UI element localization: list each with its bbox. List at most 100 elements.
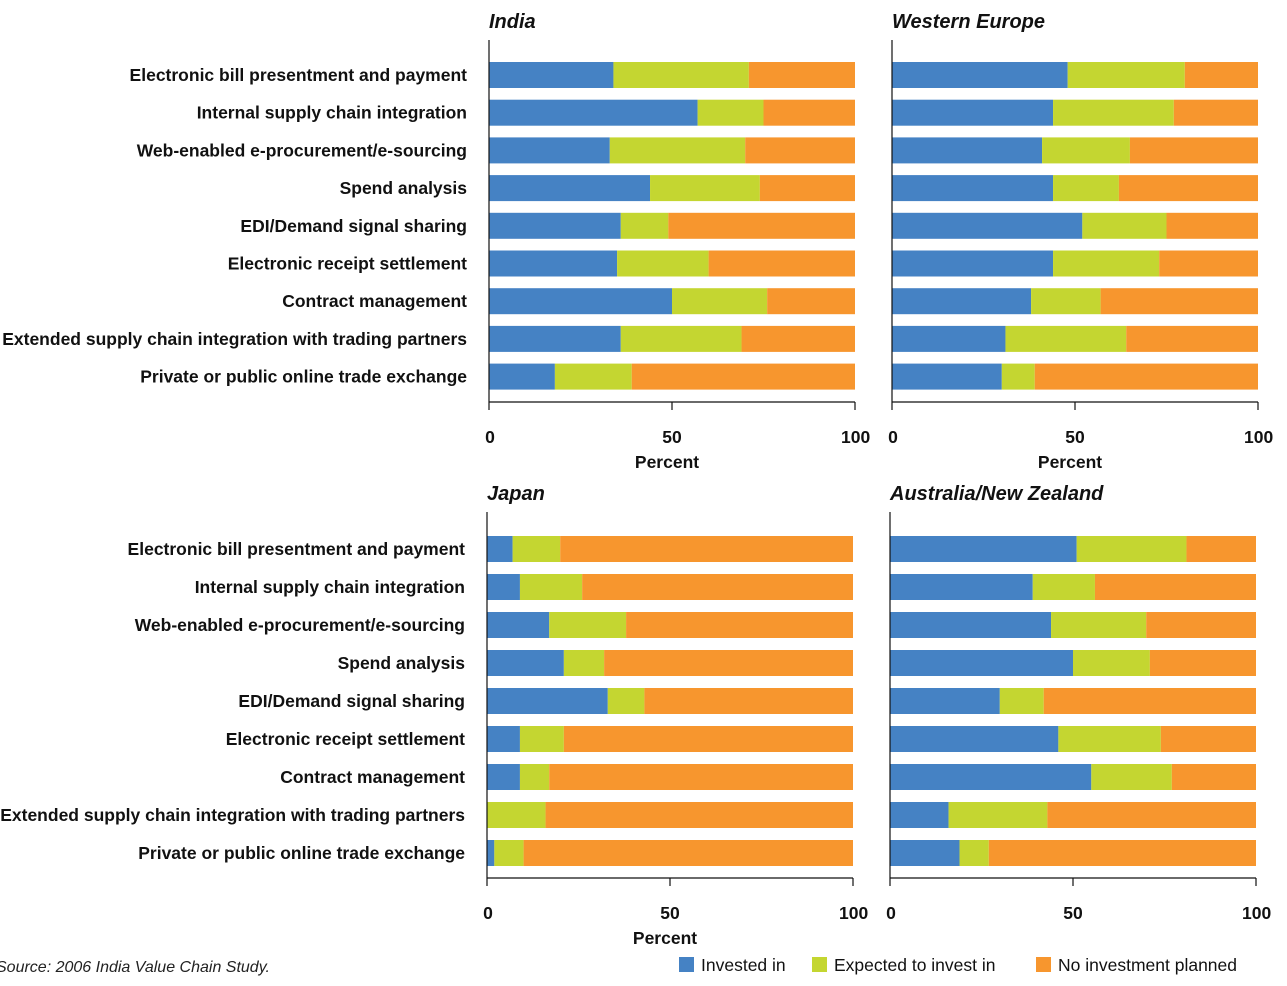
x-tick-label: 0 <box>888 427 898 447</box>
bar-expected <box>1032 574 1095 600</box>
bar-expected <box>519 726 564 752</box>
bar-invested <box>489 137 610 164</box>
bar-none <box>604 650 853 676</box>
bar-invested <box>487 574 520 600</box>
bar-expected <box>609 137 746 164</box>
bar-invested <box>489 99 698 126</box>
category-label: Web-enabled e-procurement/e-sourcing <box>135 615 465 635</box>
bar-expected <box>1073 650 1150 676</box>
bar-none <box>1173 99 1258 126</box>
bar-none <box>582 574 853 600</box>
bar-expected <box>620 325 742 352</box>
bar-expected <box>1067 62 1185 88</box>
x-tick-label: 100 <box>1242 903 1271 923</box>
bar-none <box>1166 212 1258 239</box>
bar-none <box>759 175 855 202</box>
legend-swatch-none <box>1036 957 1051 972</box>
bar-invested <box>892 99 1054 126</box>
bar-none <box>631 363 855 390</box>
bar-invested <box>890 840 960 866</box>
bar-none <box>767 288 855 315</box>
bar-expected <box>697 99 764 126</box>
bar-invested <box>890 688 1000 714</box>
bar-invested <box>487 840 495 866</box>
category-label: Contract management <box>280 767 465 787</box>
category-label: Private or public online trade exchange <box>140 367 467 387</box>
panel-title: Australia/New Zealand <box>889 483 1104 505</box>
bar-invested <box>890 536 1077 562</box>
panel-title: India <box>489 11 536 33</box>
bar-none <box>545 802 853 828</box>
x-tick-label: 50 <box>1065 427 1085 447</box>
bar-expected <box>1005 325 1127 352</box>
x-axis-label: Percent <box>635 452 699 472</box>
bar-none <box>1094 574 1256 600</box>
category-label: Spend analysis <box>340 178 468 198</box>
bar-none <box>1043 688 1256 714</box>
category-label: Contract management <box>282 291 467 311</box>
bar-expected <box>959 840 989 866</box>
bar-invested <box>892 212 1083 239</box>
bar-expected <box>999 688 1044 714</box>
bar-invested <box>489 175 651 202</box>
category-label: EDI/Demand signal sharing <box>240 216 467 236</box>
bar-none <box>1129 137 1258 164</box>
bar-expected <box>1053 250 1160 277</box>
bar-expected <box>620 212 669 239</box>
bar-none <box>988 840 1256 866</box>
bar-none <box>644 688 853 714</box>
bar-none <box>708 250 855 277</box>
bar-none <box>626 612 853 638</box>
bar-invested <box>892 288 1032 315</box>
bar-expected <box>519 574 583 600</box>
bar-invested <box>487 764 520 790</box>
bar-expected <box>554 363 632 390</box>
category-label: Electronic bill presentment and payment <box>130 65 468 85</box>
category-label: Extended supply chain integration with t… <box>0 805 465 825</box>
bar-none <box>523 840 853 866</box>
bar-expected <box>1051 612 1147 638</box>
bar-expected <box>487 802 546 828</box>
bar-invested <box>489 62 614 88</box>
bar-invested <box>892 175 1054 202</box>
bar-invested <box>892 62 1068 88</box>
bar-expected <box>1076 536 1187 562</box>
x-tick-label: 0 <box>886 903 896 923</box>
legend-label: Expected to invest in <box>834 955 995 975</box>
x-axis-label: Percent <box>633 928 697 948</box>
bar-invested <box>890 612 1052 638</box>
bar-invested <box>892 137 1043 164</box>
panel-title: Western Europe <box>892 11 1045 33</box>
category-label: Spend analysis <box>338 653 466 673</box>
bar-invested <box>487 612 550 638</box>
bar-none <box>549 764 853 790</box>
x-tick-label: 100 <box>841 427 870 447</box>
x-tick-label: 0 <box>483 903 493 923</box>
category-label: Electronic bill presentment and payment <box>128 539 466 559</box>
bar-none <box>745 137 855 164</box>
bar-invested <box>487 536 513 562</box>
bar-invested <box>489 325 621 352</box>
bar-none <box>668 212 855 239</box>
legend-label: Invested in <box>701 955 786 975</box>
bar-invested <box>489 363 555 390</box>
bar-none <box>1047 802 1256 828</box>
bar-expected <box>1053 175 1119 202</box>
legend-swatch-invested <box>679 957 694 972</box>
bar-expected <box>607 688 645 714</box>
bar-expected <box>563 650 605 676</box>
bar-none <box>1149 650 1256 676</box>
bar-expected <box>1001 363 1035 390</box>
bar-expected <box>1031 288 1101 315</box>
bar-invested <box>890 764 1092 790</box>
bar-none <box>1186 536 1256 562</box>
x-tick-label: 50 <box>660 903 680 923</box>
category-label: Private or public online trade exchange <box>138 843 465 863</box>
x-tick-label: 0 <box>485 427 495 447</box>
bar-none <box>1126 325 1258 352</box>
bar-expected <box>1053 99 1174 126</box>
bar-invested <box>487 688 608 714</box>
bar-invested <box>892 325 1006 352</box>
